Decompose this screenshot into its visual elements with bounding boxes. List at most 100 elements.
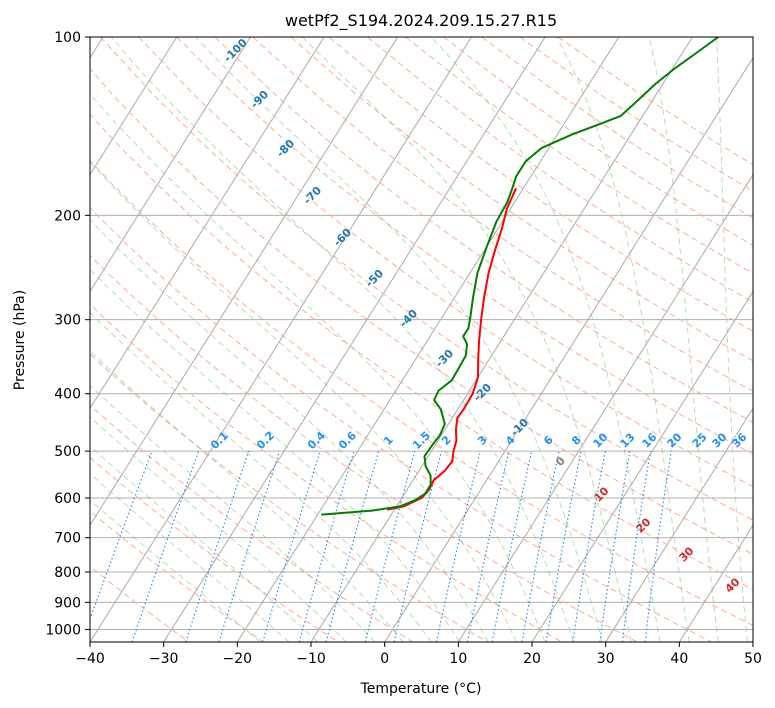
dry-adiabat-label: -30 xyxy=(433,347,456,370)
dry-adiabat xyxy=(90,67,753,555)
isotherm-lines xyxy=(90,37,753,642)
moist-adiabat xyxy=(110,37,575,642)
x-tick-label: 20 xyxy=(523,651,541,667)
isotherm xyxy=(90,37,251,293)
moist-adiabat-label: 40 xyxy=(723,575,743,595)
dry-adiabat xyxy=(138,37,753,488)
mixing-ratio-line xyxy=(298,450,355,642)
y-tick-label: 100 xyxy=(54,30,81,46)
chart-title: wetPf2_S194.2024.209.15.27.R15 xyxy=(285,11,557,31)
mixing-ratio-label: 25 xyxy=(690,431,710,451)
dry-adiabat-label: -70 xyxy=(301,184,324,207)
mixing-ratio-line xyxy=(131,450,200,642)
y-tick-label: 700 xyxy=(54,531,81,547)
x-tick-label: 30 xyxy=(597,651,615,667)
dry-adiabat-label: -80 xyxy=(274,137,297,160)
mixing-ratio-label: 2 xyxy=(439,433,454,448)
moist-adiabat xyxy=(90,384,376,642)
dry-adiabat xyxy=(443,37,753,247)
y-tick-label: 300 xyxy=(54,313,81,329)
dry-adiabat-label: -20 xyxy=(471,381,494,404)
x-tick-label: −10 xyxy=(296,651,326,667)
dry-adiabat xyxy=(90,510,264,642)
dewpoint-profile-line xyxy=(321,37,719,516)
dry-adiabat xyxy=(90,456,339,642)
isotherm xyxy=(90,37,178,176)
dry-adiabat xyxy=(90,303,563,642)
mixing-ratio-line xyxy=(599,451,631,642)
x-tick-label: 50 xyxy=(744,651,762,667)
reference-line-labels: -100-90-80-70-60-50-40-30-20-10010203040… xyxy=(208,36,750,596)
x-tick-label: 0 xyxy=(380,651,389,667)
y-tick-label: 400 xyxy=(54,387,81,403)
x-tick-label: −40 xyxy=(75,651,105,667)
moist-adiabat xyxy=(90,445,319,642)
moist-adiabat xyxy=(90,473,290,642)
dry-adiabat-label: -90 xyxy=(248,88,271,111)
mixing-ratio-line xyxy=(466,450,510,642)
mixing-ratio-label: 30 xyxy=(710,430,730,450)
y-axis-ticks: 100 200 300 400 500 600 700 800 900 1000 xyxy=(45,30,90,638)
moist-adiabat xyxy=(90,312,432,642)
x-axis-label: Temperature (°C) xyxy=(360,681,482,697)
moist-adiabat xyxy=(301,37,632,642)
mixing-ratio-label: 0.6 xyxy=(336,429,359,452)
moist-adiabat xyxy=(90,350,404,642)
mixing-ratio-line xyxy=(364,450,416,642)
mixing-ratio-line xyxy=(185,450,250,642)
moist-adiabat xyxy=(716,37,748,642)
moist-adiabat xyxy=(430,37,661,642)
mixing-ratio-label: 1 xyxy=(381,433,396,448)
dry-adiabat xyxy=(90,565,190,642)
profile-series xyxy=(321,37,719,516)
dry-adiabat xyxy=(290,37,753,362)
moist-adiabat-label: 20 xyxy=(634,515,654,535)
mixing-ratio-label: 10 xyxy=(591,430,611,450)
mixing-ratio-label: 6 xyxy=(541,433,556,448)
dry-adiabat-lines xyxy=(90,37,753,642)
y-tick-label: 500 xyxy=(54,444,81,460)
isotherm xyxy=(531,290,753,642)
dry-adiabat xyxy=(100,37,753,521)
isotherm xyxy=(236,37,620,642)
dry-adiabat-label: -40 xyxy=(397,307,420,330)
isotherm xyxy=(384,56,753,642)
mixing-ratio-line xyxy=(435,450,481,642)
dry-adiabat xyxy=(90,113,753,590)
mixing-ratio-label: 20 xyxy=(665,430,685,450)
mixing-ratio-line xyxy=(572,450,606,642)
moist-adiabat xyxy=(555,37,690,642)
moist-adiabat xyxy=(648,37,719,642)
isotherm xyxy=(457,173,753,642)
mixing-ratio-label: 16 xyxy=(640,430,660,450)
y-tick-label: 900 xyxy=(54,595,81,611)
mixing-ratio-line xyxy=(644,451,672,642)
moist-adiabat xyxy=(90,93,546,642)
mixing-ratio-line xyxy=(521,450,560,642)
x-tick-label: −30 xyxy=(149,651,179,667)
x-tick-label: −20 xyxy=(223,651,253,667)
moist-adiabat xyxy=(90,268,461,642)
isotherm xyxy=(90,37,472,642)
isotherm xyxy=(90,37,325,410)
dry-adiabat xyxy=(90,206,712,642)
moist-adiabat-label: 30 xyxy=(677,544,697,564)
x-tick-label: 40 xyxy=(670,651,688,667)
isotherm xyxy=(605,407,753,642)
isotherm xyxy=(752,641,753,642)
moist-adiabat-label: 10 xyxy=(592,484,612,504)
isotherm xyxy=(90,37,399,527)
moist-adiabat xyxy=(195,37,603,642)
mixing-ratio-label: 0.4 xyxy=(305,429,328,452)
moist-adiabat-lines xyxy=(90,37,748,642)
mixing-ratio-line xyxy=(218,450,281,642)
y-tick-label: 200 xyxy=(54,208,81,224)
dry-adiabat-label: -50 xyxy=(363,267,386,290)
dry-adiabat xyxy=(90,159,753,627)
mixing-ratio-line xyxy=(325,450,380,642)
dry-adiabat-label: -10 xyxy=(508,416,531,439)
y-tick-label: 600 xyxy=(54,491,81,507)
mixing-ratio-line xyxy=(393,450,443,642)
isotherm xyxy=(678,524,753,642)
